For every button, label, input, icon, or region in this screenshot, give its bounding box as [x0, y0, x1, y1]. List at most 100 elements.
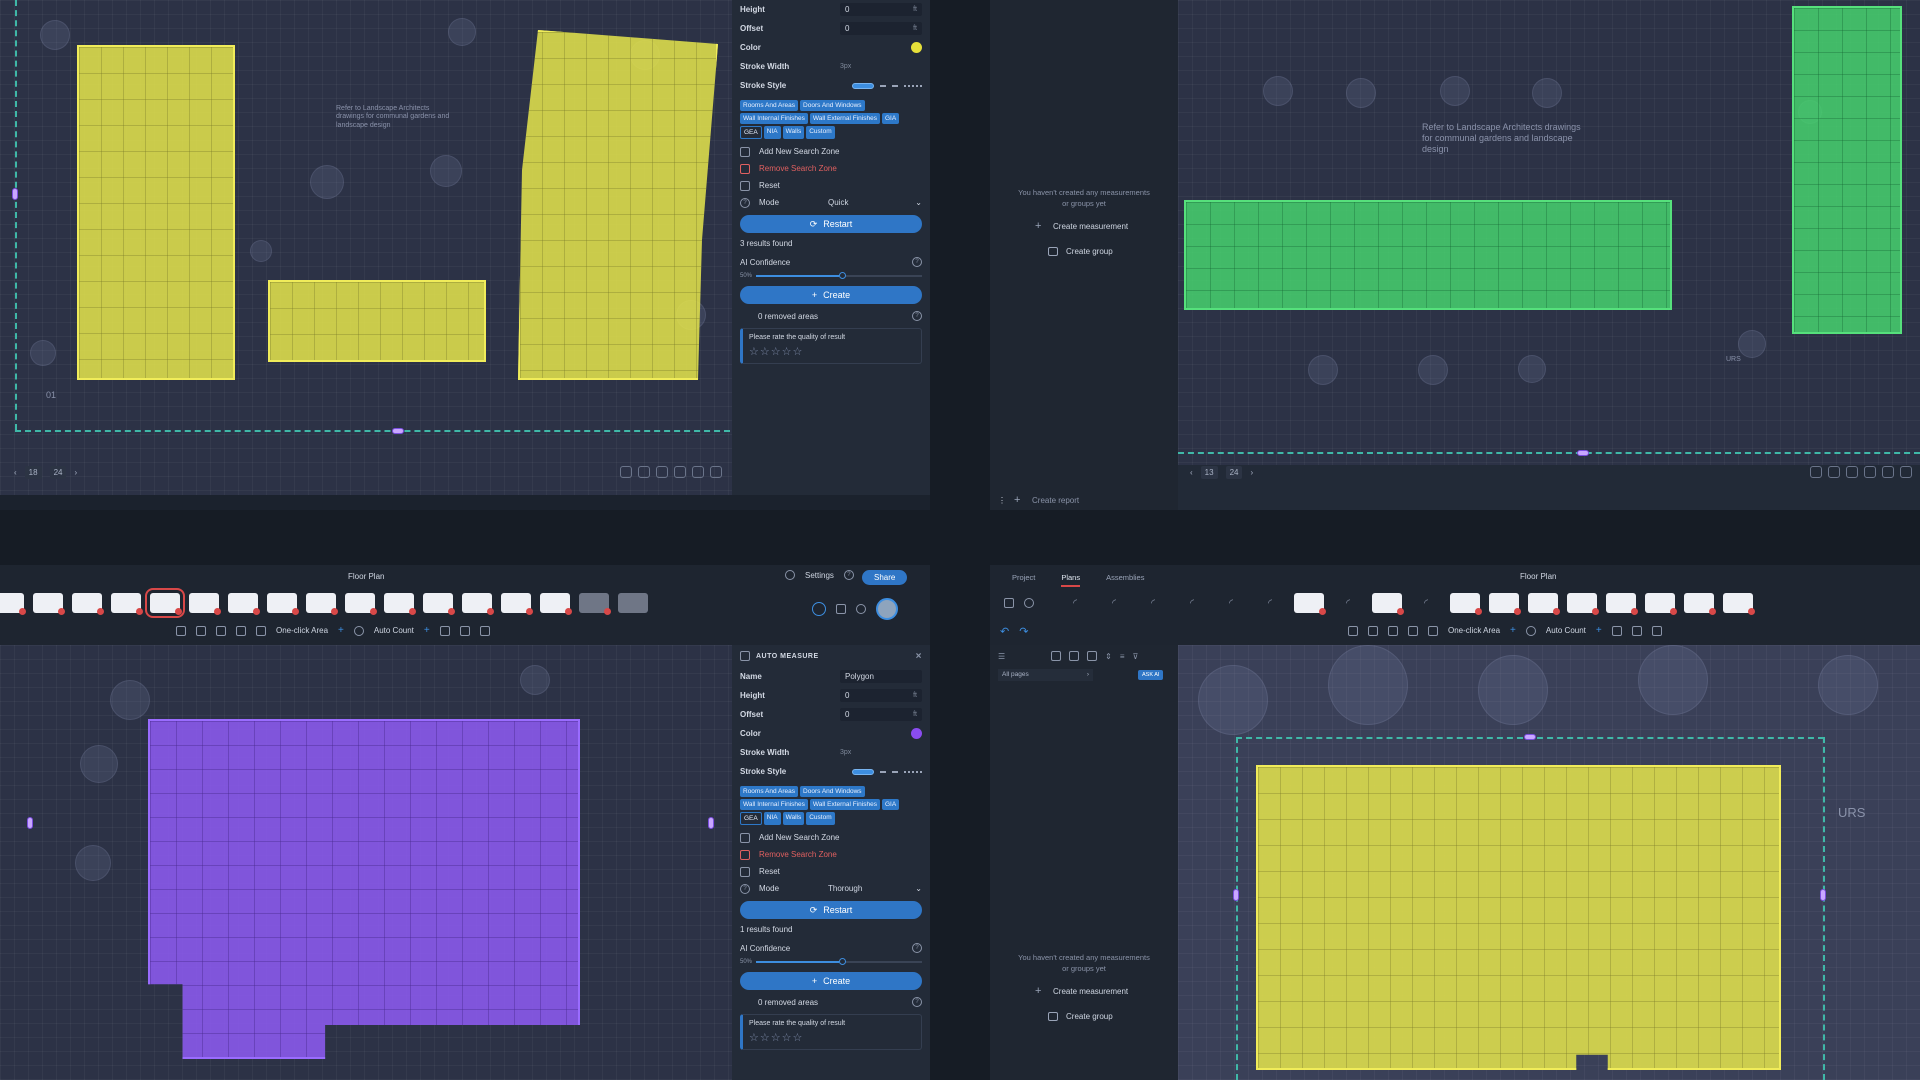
- page-thumbnail[interactable]: [33, 593, 65, 615]
- resize-handle[interactable]: [1820, 889, 1826, 901]
- line-icon[interactable]: [1388, 625, 1398, 636]
- detected-area[interactable]: [518, 30, 718, 380]
- one-click-area-icon[interactable]: [1428, 625, 1438, 636]
- page-thumbnail[interactable]: [1528, 593, 1560, 615]
- tag-gia[interactable]: GIA: [881, 799, 900, 810]
- detected-area[interactable]: [268, 280, 486, 362]
- undo-icon[interactable]: ↶: [1000, 626, 1010, 638]
- detected-area[interactable]: [77, 45, 235, 380]
- resize-handle[interactable]: [1524, 734, 1536, 740]
- zoom-fit-icon[interactable]: [620, 466, 632, 478]
- zoom-fit-icon[interactable]: [1810, 466, 1822, 478]
- help-icon[interactable]: ?: [843, 570, 854, 580]
- create-group-button[interactable]: Create group: [1048, 1012, 1113, 1021]
- select-icon[interactable]: [176, 625, 186, 636]
- star-rating[interactable]: ☆☆☆☆☆: [749, 1032, 804, 1044]
- tag-custom[interactable]: Custom: [806, 126, 835, 139]
- page-thumbnail[interactable]: [579, 593, 611, 615]
- create-button[interactable]: + Create: [740, 286, 922, 304]
- rotate-icon[interactable]: ◜: [1073, 597, 1077, 609]
- copy-icon[interactable]: [1087, 651, 1098, 661]
- help-icon[interactable]: ?: [912, 997, 922, 1007]
- offset-input[interactable]: 0 ft: [840, 708, 922, 721]
- help-icon[interactable]: ?: [912, 257, 922, 267]
- stamp-icon[interactable]: [479, 625, 490, 636]
- first-page-icon[interactable]: [674, 466, 686, 478]
- stroke-dotted-option[interactable]: [904, 84, 922, 87]
- reset-button[interactable]: Reset: [740, 177, 922, 194]
- pen-icon[interactable]: [439, 625, 450, 636]
- restart-button[interactable]: ⟳ Restart: [740, 215, 922, 233]
- page-thumbnail[interactable]: [384, 593, 416, 615]
- folder-icon[interactable]: [1051, 651, 1062, 661]
- drawing-canvas[interactable]: Refer to Landscape Architects drawings f…: [0, 0, 732, 495]
- redo-icon[interactable]: ↷: [1019, 626, 1029, 638]
- tag-nia[interactable]: NIA: [763, 126, 781, 139]
- avatar[interactable]: [876, 598, 898, 620]
- add-search-zone-button[interactable]: Add New Search Zone: [740, 829, 922, 846]
- stroke-solid-option[interactable]: [852, 768, 874, 775]
- pen-icon[interactable]: [1611, 625, 1622, 636]
- zoom-icon[interactable]: [1024, 598, 1034, 608]
- layers-icon[interactable]: [710, 466, 722, 478]
- pages-filter[interactable]: All pages ›: [998, 669, 1093, 681]
- chevron-left-icon[interactable]: ‹: [1190, 468, 1193, 477]
- grid-icon[interactable]: [1004, 598, 1014, 608]
- tag-wall-external-finishes[interactable]: Wall External Finishes: [809, 113, 880, 124]
- color-swatch[interactable]: [911, 728, 922, 739]
- star-rating[interactable]: ☆☆☆☆☆: [749, 346, 804, 358]
- tag-gea[interactable]: GEA: [740, 812, 762, 825]
- mode-select[interactable]: Thorough ⌄: [828, 884, 922, 893]
- name-input[interactable]: Polygon: [840, 670, 922, 683]
- list-icon[interactable]: ≡: [1119, 651, 1125, 661]
- page-thumbnail[interactable]: [1567, 593, 1599, 615]
- menu-icon[interactable]: ☰: [998, 651, 1006, 661]
- one-click-area-icon[interactable]: [256, 625, 266, 636]
- page-thumbnail[interactable]: [501, 593, 533, 615]
- tag-doors-and-windows[interactable]: Doors And Windows: [800, 786, 865, 797]
- detected-area[interactable]: [1256, 765, 1781, 1070]
- zoom-in-icon[interactable]: [1846, 466, 1858, 478]
- page-thumbnail[interactable]: [111, 593, 143, 615]
- auto-count-icon[interactable]: [353, 625, 364, 636]
- tag-rooms-and-areas[interactable]: Rooms And Areas: [740, 100, 799, 111]
- more-icon[interactable]: ⋮: [998, 495, 1006, 505]
- copy-icon[interactable]: [1069, 651, 1080, 661]
- tag-nia[interactable]: NIA: [763, 812, 781, 825]
- offset-input[interactable]: 0 ft: [840, 22, 922, 35]
- chat-icon[interactable]: [856, 604, 866, 614]
- comment-icon[interactable]: [459, 625, 470, 636]
- reset-button[interactable]: Reset: [740, 863, 922, 880]
- stroke-width-value[interactable]: 3px: [840, 749, 852, 756]
- stroke-dashed-option[interactable]: [880, 770, 898, 773]
- drawing-canvas[interactable]: [0, 645, 732, 1080]
- page-thumbnail[interactable]: [1723, 593, 1755, 615]
- remove-search-zone-button[interactable]: Remove Search Zone: [740, 846, 922, 863]
- gear-icon[interactable]: [785, 570, 795, 580]
- tag-rooms-and-areas[interactable]: Rooms And Areas: [740, 786, 799, 797]
- drawing-canvas[interactable]: Refer to Landscape Architects drawings f…: [1178, 0, 1920, 465]
- book-icon[interactable]: [1828, 466, 1840, 478]
- rotate-icon[interactable]: ◜: [1151, 597, 1155, 609]
- resize-handle[interactable]: [27, 817, 33, 829]
- tag-walls[interactable]: Walls: [782, 812, 805, 825]
- rotate-icon[interactable]: ◜: [1424, 597, 1428, 609]
- first-page-icon[interactable]: [1864, 466, 1876, 478]
- help-icon[interactable]: ?: [912, 311, 922, 321]
- page-thumbnail[interactable]: [345, 593, 377, 615]
- chevron-left-icon[interactable]: ‹: [14, 468, 17, 477]
- sort-icon[interactable]: ⇕: [1105, 651, 1112, 661]
- page-thumbnail[interactable]: [72, 593, 104, 615]
- page-thumbnail[interactable]: [1645, 593, 1677, 615]
- zoom-in-icon[interactable]: [656, 466, 668, 478]
- chevron-right-icon[interactable]: ›: [1250, 468, 1254, 477]
- detected-area[interactable]: [1792, 6, 1902, 334]
- plugin-icon[interactable]: [836, 604, 846, 614]
- stroke-solid-option[interactable]: [852, 82, 874, 89]
- zoom-out-icon[interactable]: [692, 466, 704, 478]
- tag-wall-internal-finishes[interactable]: Wall Internal Finishes: [740, 799, 808, 810]
- page-thumbnail[interactable]: [189, 593, 221, 615]
- plus-icon[interactable]: +: [1510, 625, 1516, 636]
- page-thumbnail-active[interactable]: [145, 588, 185, 618]
- resize-handle[interactable]: [392, 428, 404, 434]
